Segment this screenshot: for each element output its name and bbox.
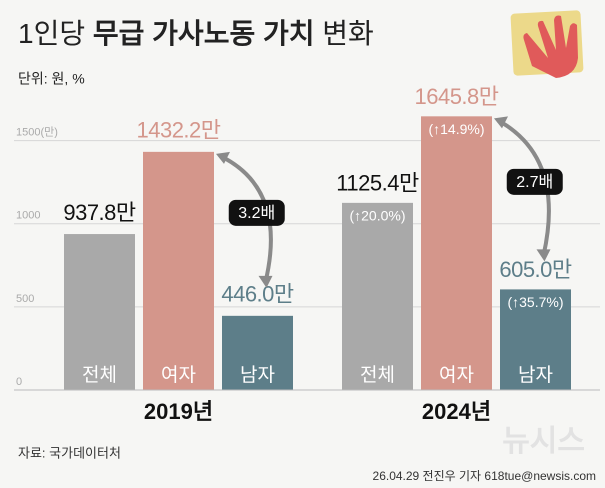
x-tick-label: 2019년 — [144, 399, 213, 424]
bar — [222, 315, 293, 390]
value-label: 446.0만 — [221, 282, 294, 307]
glove-icon — [510, 10, 584, 78]
y-tick-label: 1000 — [16, 210, 40, 222]
ratio-badge — [506, 168, 563, 195]
arrow-head — [494, 116, 508, 129]
chart-title: 1인당 무급 가사노동 가치 변화 — [18, 18, 374, 49]
ratio-label: 3.2배 — [238, 204, 275, 222]
bar-category-label: 여자 — [439, 364, 474, 386]
y-tick-label: 500 — [16, 293, 34, 305]
credit: 26.04.29 전진우 기자 618tue@newsis.com — [373, 469, 596, 483]
bar — [500, 289, 571, 390]
bar-category-label: 남자 — [240, 364, 275, 386]
bar-category-label: 여자 — [161, 364, 196, 386]
watermark: 뉴시스 — [502, 425, 585, 458]
bar — [64, 234, 135, 390]
value-label: 1645.8만 — [414, 84, 498, 109]
source: 자료: 국가데이터처 — [18, 445, 121, 460]
value-label: 1432.2만 — [136, 118, 220, 143]
change-label: (↑35.7%) — [507, 294, 563, 310]
y-tick-label: 1500(만) — [16, 125, 58, 138]
value-label: 1125.4만 — [336, 171, 419, 196]
ratio-badge — [228, 199, 285, 226]
value-label: 605.0만 — [499, 257, 572, 282]
bar — [342, 202, 413, 390]
bar — [421, 116, 492, 391]
bar — [143, 151, 214, 390]
change-label: (↑14.9%) — [428, 121, 484, 137]
change-label: (↑20.0%) — [349, 208, 405, 224]
arrow-head — [536, 249, 551, 262]
y-tick-label: 0 — [16, 376, 22, 388]
ratio-label: 2.7배 — [516, 173, 553, 191]
arrow-head — [258, 275, 273, 288]
arrow-head — [216, 151, 230, 164]
bar-category-label: 남자 — [518, 364, 553, 386]
value-label: 937.8만 — [63, 200, 136, 225]
x-tick-label: 2024년 — [422, 399, 491, 424]
bar-category-label: 전체 — [82, 364, 117, 386]
unit-label: 단위: 원, % — [18, 71, 85, 87]
bar-category-label: 전체 — [360, 364, 395, 386]
